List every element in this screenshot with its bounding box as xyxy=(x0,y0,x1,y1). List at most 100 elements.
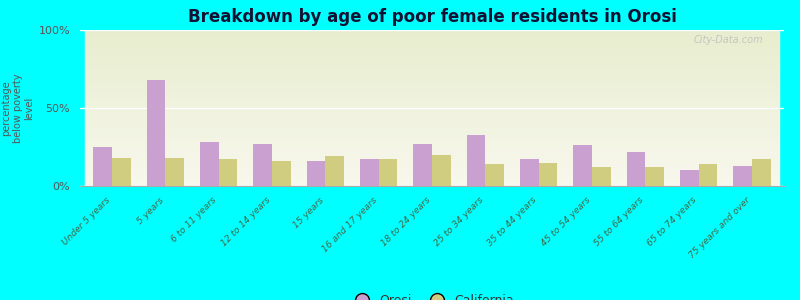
Bar xyxy=(86,165,778,166)
Bar xyxy=(86,182,778,183)
Bar xyxy=(86,169,778,170)
Bar xyxy=(86,60,778,61)
Bar xyxy=(86,172,778,173)
Bar xyxy=(86,147,778,148)
Bar xyxy=(306,161,326,186)
Bar xyxy=(86,73,778,74)
Bar xyxy=(698,164,718,186)
Bar xyxy=(86,99,778,100)
Bar xyxy=(86,154,778,155)
Bar xyxy=(86,173,778,174)
Bar xyxy=(86,145,778,146)
Bar xyxy=(86,103,778,104)
Bar xyxy=(86,76,778,77)
Bar xyxy=(466,134,486,186)
Bar xyxy=(86,44,778,45)
Bar xyxy=(86,40,778,41)
Bar xyxy=(378,160,398,186)
Bar xyxy=(86,138,778,139)
Bar xyxy=(486,164,504,186)
Bar xyxy=(592,167,610,186)
Bar xyxy=(574,146,592,186)
Bar xyxy=(272,161,290,186)
Bar xyxy=(86,107,778,108)
Bar xyxy=(86,43,778,44)
Bar xyxy=(86,184,778,185)
Bar xyxy=(86,136,778,137)
Bar xyxy=(86,106,778,107)
Bar xyxy=(86,42,778,43)
Bar xyxy=(86,81,778,82)
Bar xyxy=(86,69,778,70)
Bar xyxy=(86,80,778,81)
Bar xyxy=(86,39,778,40)
Bar xyxy=(86,38,778,39)
Bar xyxy=(86,97,778,98)
Bar xyxy=(86,37,778,38)
Y-axis label: percentage
below poverty
level: percentage below poverty level xyxy=(2,73,34,143)
Bar xyxy=(86,141,778,142)
Bar xyxy=(86,74,778,75)
Bar xyxy=(86,180,778,181)
Bar xyxy=(86,56,778,57)
Bar xyxy=(86,123,778,124)
Bar xyxy=(734,166,752,186)
Bar xyxy=(326,156,344,186)
Bar xyxy=(86,83,778,84)
Bar xyxy=(626,152,646,186)
Bar xyxy=(86,168,778,169)
Bar xyxy=(86,96,778,97)
Bar xyxy=(86,183,778,184)
Bar xyxy=(94,147,112,186)
Bar xyxy=(254,144,272,186)
Bar xyxy=(86,101,778,102)
Bar xyxy=(86,82,778,83)
Bar xyxy=(752,160,770,186)
Bar xyxy=(86,45,778,46)
Bar xyxy=(432,155,450,186)
Bar xyxy=(86,133,778,134)
Bar xyxy=(86,32,778,33)
Bar xyxy=(86,58,778,59)
Bar xyxy=(86,150,778,151)
Bar xyxy=(86,162,778,163)
Bar xyxy=(86,35,778,36)
Bar xyxy=(86,117,778,118)
Bar xyxy=(86,111,778,112)
Bar xyxy=(86,153,778,154)
Bar xyxy=(86,95,778,96)
Bar xyxy=(86,126,778,127)
Bar xyxy=(86,77,778,78)
Bar xyxy=(86,52,778,53)
Bar xyxy=(86,67,778,68)
Bar xyxy=(86,92,778,93)
Bar xyxy=(86,31,778,32)
Bar xyxy=(86,148,778,149)
Bar xyxy=(86,185,778,186)
Bar xyxy=(86,84,778,85)
Bar xyxy=(86,163,778,164)
Bar xyxy=(86,174,778,175)
Bar xyxy=(86,146,778,147)
Bar xyxy=(86,127,778,128)
Bar xyxy=(86,104,778,105)
Bar xyxy=(86,64,778,65)
Bar xyxy=(86,54,778,55)
Bar xyxy=(86,105,778,106)
Bar xyxy=(86,159,778,160)
Bar xyxy=(86,66,778,67)
Bar xyxy=(86,78,778,79)
Bar xyxy=(86,55,778,56)
Bar xyxy=(86,140,778,141)
Bar xyxy=(86,34,778,35)
Bar xyxy=(86,142,778,143)
Bar xyxy=(86,125,778,126)
Bar xyxy=(112,158,130,186)
Bar xyxy=(86,137,778,138)
Bar xyxy=(86,177,778,178)
Bar xyxy=(86,108,778,109)
Bar xyxy=(86,170,778,171)
Bar xyxy=(86,115,778,116)
Bar xyxy=(86,178,778,179)
Title: Breakdown by age of poor female residents in Orosi: Breakdown by age of poor female resident… xyxy=(187,8,677,26)
